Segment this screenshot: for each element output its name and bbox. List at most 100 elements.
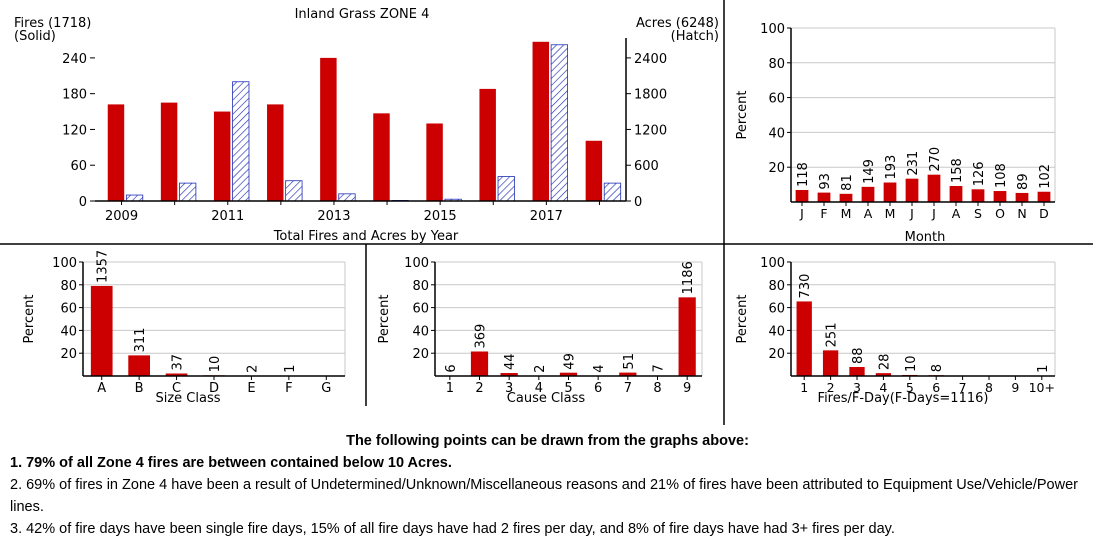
- category-label: 4: [535, 381, 543, 396]
- percent-bar: [949, 185, 963, 202]
- y-axis-label: Percent: [377, 295, 392, 344]
- x-tick-label: 2013: [317, 209, 350, 224]
- category-label: 8: [985, 380, 993, 395]
- y-tick-label: 60: [768, 302, 785, 317]
- left-axis-sublabel: (Solid): [14, 29, 56, 44]
- y-tick-label: 240: [62, 52, 87, 67]
- percent-bar: [619, 372, 637, 376]
- x-axis-label: Fires/F-Day(F-Days=1116): [818, 391, 989, 406]
- y-tick-label: 80: [60, 279, 77, 294]
- bar-value-label: 1186: [681, 261, 696, 294]
- bar-value-label: 2: [533, 365, 548, 373]
- fire-bar: [213, 111, 231, 201]
- bar-value-label: 49: [563, 353, 578, 370]
- percent-bar: [165, 373, 188, 376]
- bar-value-label: 102: [1038, 164, 1053, 189]
- percent-bar: [796, 301, 812, 376]
- acres-bar: [232, 81, 250, 202]
- bar-value-label: 93: [818, 173, 833, 190]
- fire-bar: [320, 57, 337, 202]
- category-label: B: [135, 381, 144, 396]
- bar-value-label: 369: [474, 324, 489, 349]
- y2-tick-label: 2400: [634, 52, 667, 67]
- left-axis-label: Fires (1718): [14, 16, 91, 31]
- y-tick-label: 120: [62, 123, 87, 138]
- percent-bar: [849, 366, 865, 376]
- fire-bar: [426, 123, 443, 201]
- category-label: G: [321, 381, 331, 396]
- percent-bar: [500, 373, 518, 376]
- y2-tick-label: 1800: [634, 88, 667, 103]
- percent-bar: [971, 189, 985, 202]
- y-axis-label: Percent: [22, 295, 37, 344]
- category-label: O: [995, 206, 1005, 221]
- bar-value-label: 81: [840, 174, 855, 191]
- fire-bar: [373, 113, 390, 201]
- y-tick-label: 60: [70, 159, 87, 174]
- percent-bar: [1015, 192, 1029, 202]
- acres-bar: [497, 176, 515, 202]
- category-label: E: [247, 381, 255, 396]
- y-tick-label: 60: [412, 302, 429, 317]
- y-tick-label: 20: [60, 347, 77, 362]
- x-axis-label: Cause Class: [507, 391, 586, 406]
- percent-bar: [90, 285, 113, 376]
- category-label: 6: [594, 381, 602, 396]
- notes-section: The following points can be drawn from t…: [10, 430, 1085, 540]
- category-label: A: [952, 206, 961, 221]
- bar-value-label: 231: [906, 151, 921, 176]
- bar-value-label: 44: [503, 353, 518, 370]
- y-tick-label: 100: [404, 256, 429, 271]
- category-label: M: [841, 206, 852, 221]
- category-label: 10+: [1029, 380, 1055, 395]
- right-axis-label: Acres (6248): [636, 16, 719, 31]
- notes-heading: The following points can be drawn from t…: [346, 433, 749, 449]
- category-label: 4: [879, 380, 887, 395]
- category-label: 9: [1011, 380, 1019, 395]
- percent-bar: [993, 191, 1007, 202]
- category-label: 2: [475, 381, 483, 396]
- fire-bar: [160, 102, 178, 201]
- bar-value-label: 28: [877, 354, 892, 371]
- fires-per-day-chart: 20 40 60 80 100 1 2 3 4 5 6 7 8 9 10+ 730 251 88 28 10 8 1 Fir…: [735, 256, 1056, 406]
- bar-value-label: 1357: [96, 250, 111, 283]
- y-tick-label: 40: [60, 324, 77, 339]
- acres-bar: [285, 180, 303, 202]
- category-label: M: [885, 206, 896, 221]
- percent-bar: [883, 182, 897, 202]
- percent-bar: [678, 297, 696, 376]
- bar-value-label: 10: [904, 355, 919, 372]
- category-label: 5: [564, 381, 572, 396]
- y2-tick-label: 600: [634, 159, 659, 174]
- bar-value-label: 1: [1036, 365, 1051, 373]
- y-axis-label: Percent: [735, 295, 750, 344]
- bar-value-label: 4: [592, 364, 607, 372]
- y-tick-label: 80: [768, 57, 785, 72]
- fire-bar: [532, 41, 550, 202]
- category-label: 1: [800, 380, 808, 395]
- acres-bar: [125, 194, 144, 202]
- percent-bar: [128, 355, 150, 376]
- size-class-chart: 20 40 60 80 100 A B C D E F G 1357 311 37 10 2 1 Size Clas…: [22, 250, 346, 406]
- bar-value-label: 126: [972, 161, 987, 186]
- bar-value-label: 51: [622, 353, 637, 370]
- bar-value-label: 2: [245, 365, 260, 373]
- x-tick-label: 2015: [424, 209, 457, 224]
- y2-tick-label: 1200: [634, 123, 667, 138]
- cause-class-chart: 20 40 60 80 100 1 2 3 4 5 6 7 8 9 6 369 44 2 49 4 51 7 1186 Cau…: [377, 256, 703, 406]
- bar-value-label: 251: [825, 323, 840, 348]
- percent-bar: [817, 192, 831, 202]
- category-label: 7: [624, 381, 632, 396]
- y-tick-label: 20: [768, 161, 785, 176]
- category-label: 2: [827, 380, 835, 395]
- x-axis-label: Size Class: [155, 391, 220, 406]
- bar-value-label: 10: [208, 356, 223, 373]
- bar-value-label: 108: [994, 163, 1009, 188]
- y-tick-label: 100: [760, 22, 785, 37]
- category-label: 9: [683, 381, 691, 396]
- category-label: A: [97, 381, 106, 396]
- note-point-1: 1. 79% of all Zone 4 fires are between c…: [10, 455, 452, 471]
- bar-value-label: 7: [652, 364, 667, 372]
